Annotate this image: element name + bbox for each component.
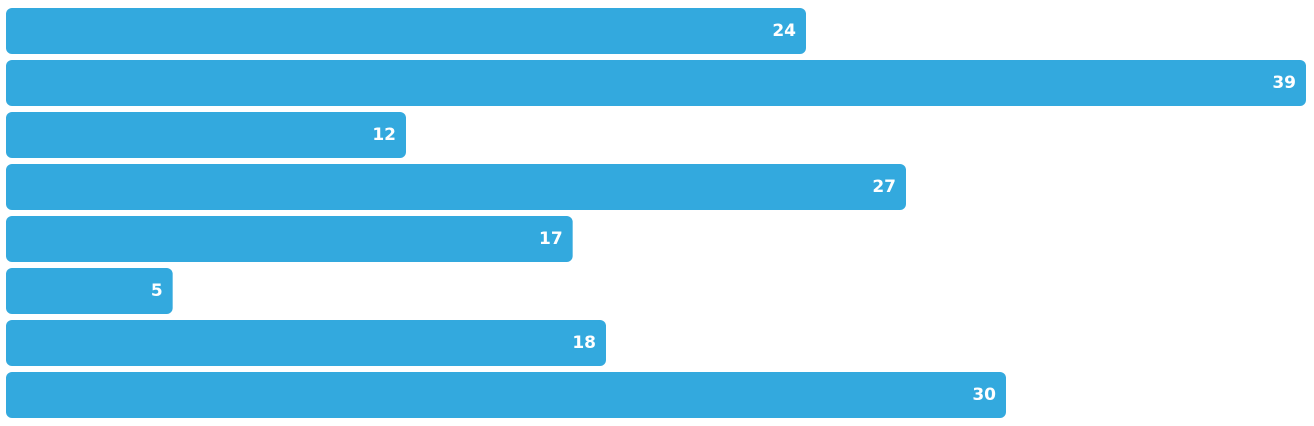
bar-value-label: 5 [151, 281, 163, 301]
bar [6, 60, 1306, 106]
bar-value-label: 24 [772, 21, 796, 41]
bar-group: 27 [6, 164, 906, 210]
bar-group: 24 [6, 8, 806, 54]
bar [6, 216, 573, 262]
bar-value-label: 27 [872, 177, 896, 197]
bar-value-label: 39 [1272, 73, 1296, 93]
bar [6, 372, 1006, 418]
bar-value-label: 12 [372, 125, 396, 145]
bar [6, 164, 906, 210]
bar-value-label: 17 [539, 229, 563, 249]
bar [6, 320, 606, 366]
bar [6, 268, 173, 314]
bar-group: 39 [6, 60, 1306, 106]
bar-group: 5 [6, 268, 173, 314]
bar-group: 12 [6, 112, 406, 158]
bar-value-label: 18 [572, 333, 596, 353]
bar [6, 112, 406, 158]
bar-group: 30 [6, 372, 1006, 418]
bar-group: 18 [6, 320, 606, 366]
bar-group: 17 [6, 216, 573, 262]
bar-value-label: 30 [972, 385, 996, 405]
bar [6, 8, 806, 54]
